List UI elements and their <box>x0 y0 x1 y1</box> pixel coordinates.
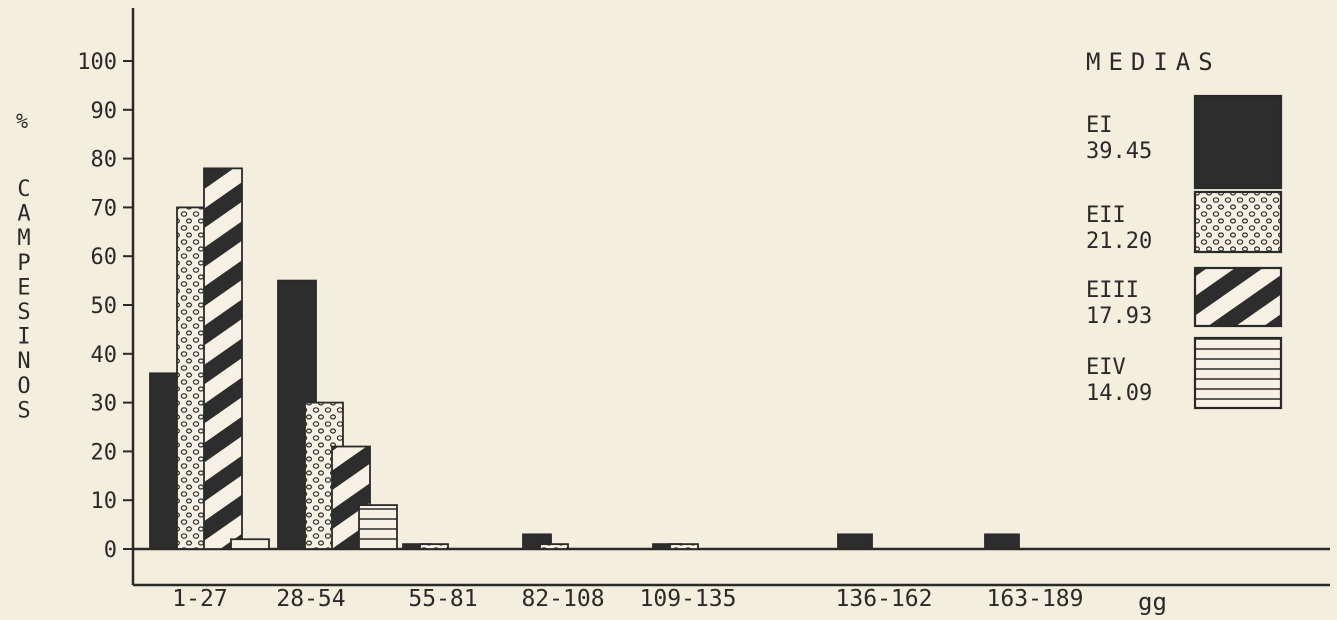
x-ticks: 1-27 28-54 55-81 82-108 109-135 136-162 163-18… <box>172 586 1083 612</box>
y-axis-label-letter: I <box>17 325 30 350</box>
legend-value-eiv: 14.09 <box>1086 381 1152 406</box>
y-tick-label: 0 <box>104 538 117 563</box>
legend-name-eiii: EIII <box>1086 278 1139 303</box>
x-tick-label: 82-108 <box>521 586 604 612</box>
y-axis-label-letter: C <box>17 177 30 202</box>
y-axis-label-letter: N <box>17 349 30 374</box>
y-tick-label: 30 <box>91 392 118 417</box>
y-axis-label-letter: M <box>17 226 30 251</box>
y-axis-label-letter: A <box>17 202 30 227</box>
y-axis-label-letter: S <box>17 398 30 423</box>
y-tick-label: 70 <box>91 196 118 221</box>
y-tick-label: 20 <box>91 440 118 465</box>
legend-name-eiv: EIV <box>1086 355 1126 380</box>
bars <box>149 167 1020 550</box>
bar-eiv-1-27 <box>230 538 270 550</box>
legend-name-ei: EI <box>1086 113 1113 138</box>
bar-ei-136-162 <box>837 533 873 550</box>
legend-title: MEDIAS <box>1086 48 1221 76</box>
bar-eii-55-81 <box>419 543 449 550</box>
legend-swatch-eii <box>1193 190 1283 254</box>
y-tick-label: 10 <box>91 489 118 514</box>
x-tick-label: 55-81 <box>408 586 477 612</box>
bar-eiii-1-27 <box>203 167 243 550</box>
y-axis-label-letter: E <box>17 275 30 300</box>
y-axis-label-letter: P <box>17 251 30 276</box>
bar-eii-109-135 <box>669 543 699 550</box>
y-ticks: 0 10 20 30 40 50 60 70 80 90 100 <box>77 50 133 563</box>
y-tick-label: 40 <box>91 343 118 368</box>
legend-name-eii: EII <box>1086 203 1126 228</box>
y-tick-label: 100 <box>77 50 117 75</box>
x-tick-label: 109-135 <box>640 586 737 612</box>
x-tick-label: 136-162 <box>836 586 933 612</box>
y-axis-label-letter: O <box>17 374 30 399</box>
y-tick-label: 80 <box>91 148 118 173</box>
y-axis-label-prefix: % <box>16 109 28 133</box>
legend-value-ei: 39.45 <box>1086 139 1152 164</box>
legend-swatch-ei <box>1193 94 1283 190</box>
legend-value-eiii: 17.93 <box>1086 304 1152 329</box>
x-axis-unit: gg <box>1138 588 1167 616</box>
bar-eiii-28-54 <box>331 445 371 550</box>
x-tick-label: 28-54 <box>276 586 345 612</box>
legend-swatch-eiii <box>1193 266 1283 328</box>
legend-value-eii: 21.20 <box>1086 229 1152 254</box>
y-tick-label: 90 <box>91 99 118 124</box>
y-axis-label-letter: S <box>17 300 30 325</box>
y-tick-label: 50 <box>91 294 118 319</box>
bar-eii-82-108 <box>539 543 569 550</box>
legend-swatch-eiv <box>1193 336 1283 410</box>
y-tick-label: 60 <box>91 245 118 270</box>
bar-ei-163-189 <box>984 533 1020 550</box>
x-tick-label: 1-27 <box>172 586 227 612</box>
bar-eiv-28-54 <box>358 504 398 550</box>
x-tick-label: 163-189 <box>987 586 1084 612</box>
